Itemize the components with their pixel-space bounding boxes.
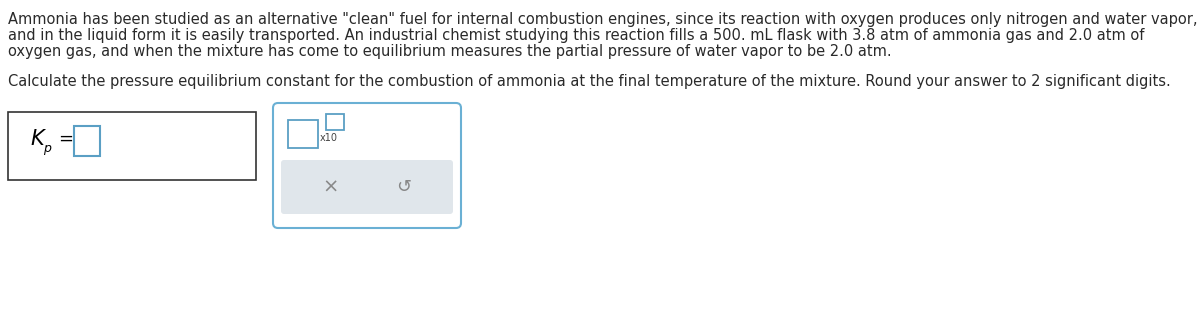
Text: and in the liquid form it is easily transported. An industrial chemist studying : and in the liquid form it is easily tran… [8,28,1145,43]
Text: Calculate the pressure equilibrium constant for the combustion of ammonia at the: Calculate the pressure equilibrium const… [8,74,1171,89]
Text: x10: x10 [320,133,338,143]
Text: ×: × [323,178,338,197]
FancyBboxPatch shape [74,126,100,156]
FancyBboxPatch shape [274,103,461,228]
Text: =: = [58,130,73,148]
FancyBboxPatch shape [288,120,318,148]
FancyBboxPatch shape [8,112,256,180]
Text: ↺: ↺ [396,178,412,196]
FancyBboxPatch shape [281,160,454,214]
Text: $\mathit{K}$: $\mathit{K}$ [30,129,47,149]
FancyBboxPatch shape [326,114,344,130]
Text: $\mathit{p}$: $\mathit{p}$ [43,143,53,157]
Text: oxygen gas, and when the mixture has come to equilibrium measures the partial pr: oxygen gas, and when the mixture has com… [8,44,892,59]
Text: Ammonia has been studied as an alternative "clean" fuel for internal combustion : Ammonia has been studied as an alternati… [8,12,1198,27]
